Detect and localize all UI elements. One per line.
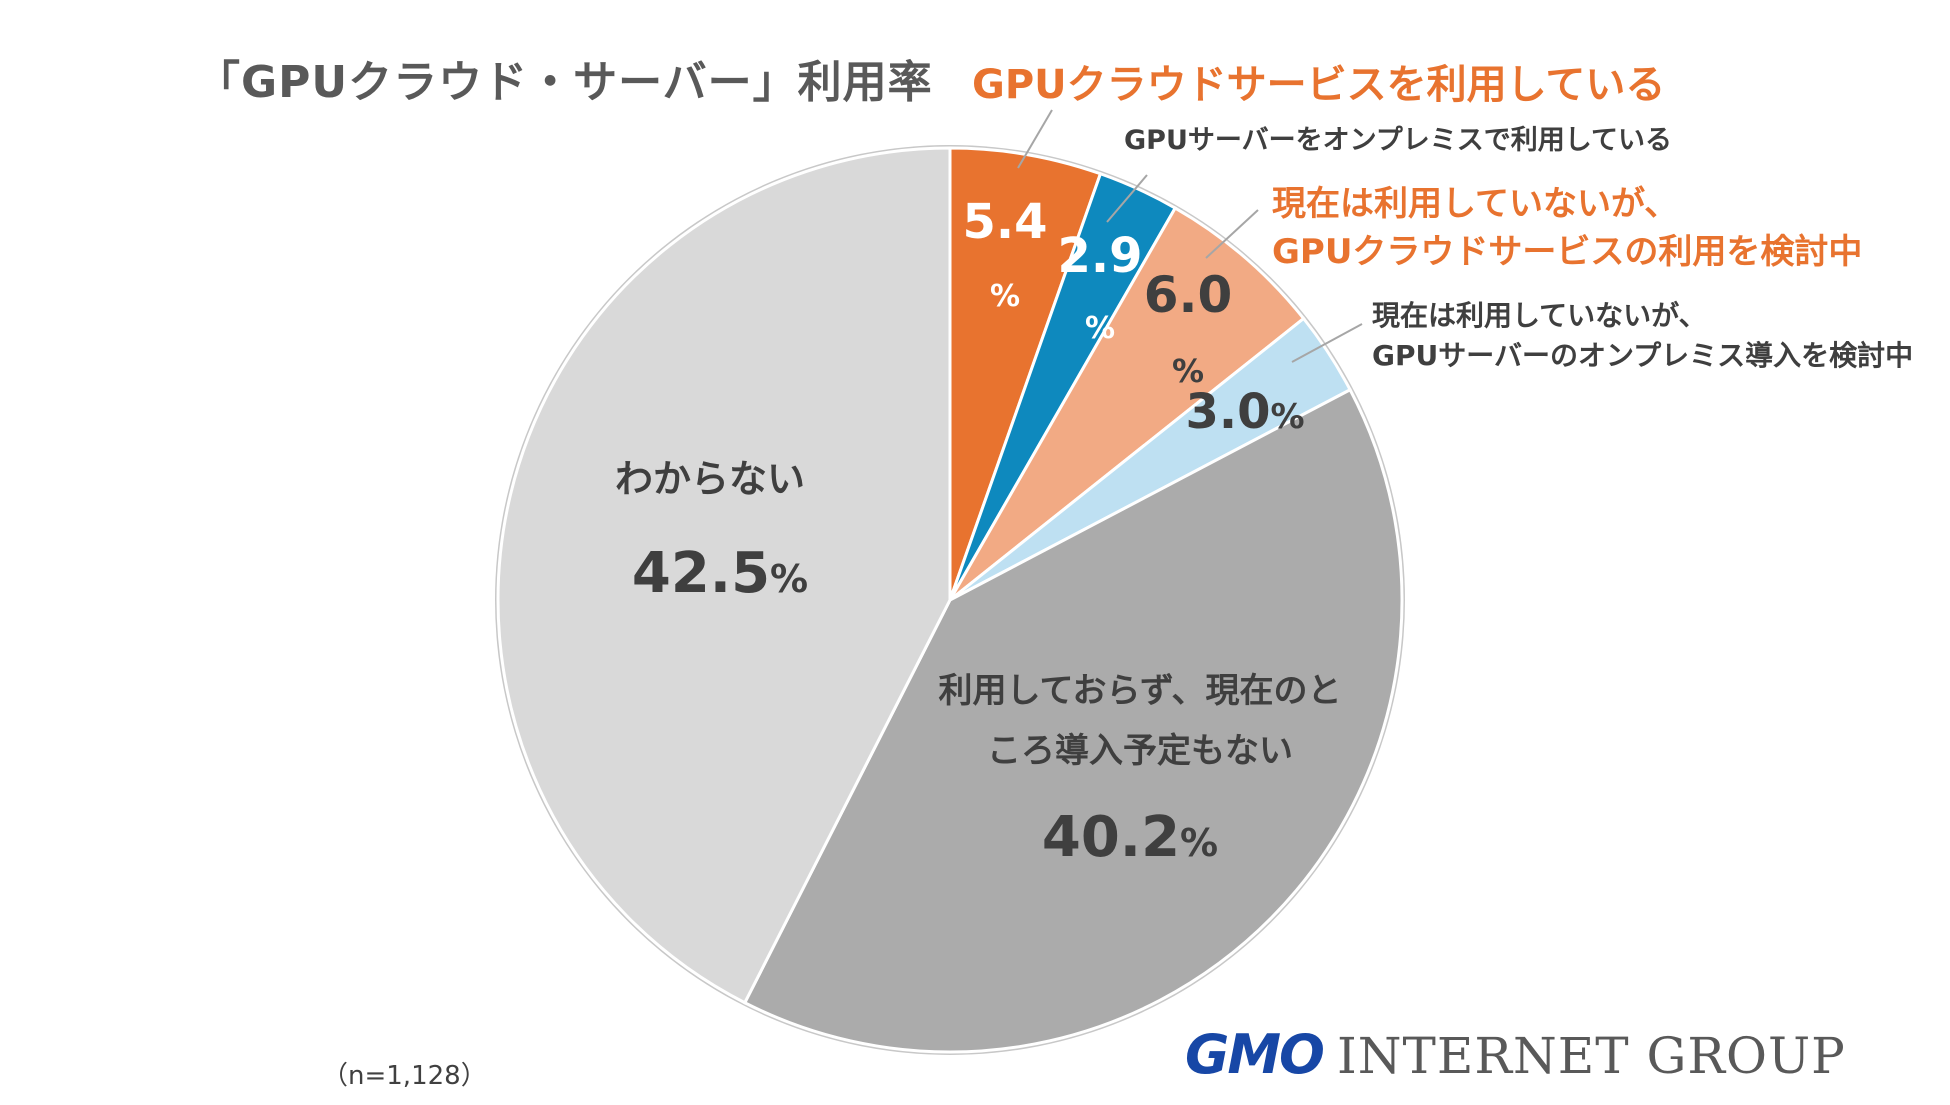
value-unit-cloud-using: % bbox=[990, 279, 1020, 314]
value-unit-onprem-using: % bbox=[1085, 311, 1115, 346]
value-label-onprem-considering: 3.0% bbox=[1185, 384, 1304, 440]
callout-line: 現在は利用していないが、 bbox=[1272, 184, 1679, 224]
logo-brand: GMO bbox=[1185, 1023, 1325, 1086]
value-label-unknown: 42.5% bbox=[632, 541, 808, 606]
value-label-cloud-considering: 6.0 bbox=[1144, 266, 1233, 324]
value-label-onprem-using: 2.9 bbox=[1057, 228, 1142, 284]
gmo-logo: GMO INTERNET GROUP bbox=[1185, 1023, 1846, 1086]
callout-label-onprem-using: GPUサーバーをオンプレミスで利用している bbox=[1124, 125, 1672, 156]
sample-size-note: （n=1,128） bbox=[322, 1061, 487, 1091]
value-label-no-plan: 40.2% bbox=[1042, 805, 1218, 870]
pie-slice-unknown bbox=[496, 146, 952, 1005]
leader-line-cloud-considering bbox=[1205, 209, 1259, 259]
value-label-cloud-using: 5.4 bbox=[962, 194, 1047, 250]
callout-line: GPUクラウドサービスの利用を検討中 bbox=[1272, 232, 1863, 272]
callout-label-cloud-considering: 現在は利用していないが、 GPUクラウドサービスの利用を検討中 bbox=[1272, 180, 1862, 276]
pie-slice-cloud-considering bbox=[948, 206, 1306, 602]
chart-title: 「GPUクラウド・サーバー」利用率 bbox=[196, 57, 933, 108]
callout-label-cloud-using: GPUクラウドサービスを利用している bbox=[972, 62, 1666, 108]
logo-suffix: INTERNET GROUP bbox=[1336, 1027, 1846, 1085]
category-label: わからない bbox=[615, 457, 805, 501]
callout-line: 現在は利用していないが、 bbox=[1372, 299, 1707, 332]
leader-line-onprem-considering bbox=[1291, 323, 1363, 363]
category-label: ころ導入予定もない bbox=[987, 731, 1293, 771]
value-unit-cloud-considering: % bbox=[1172, 352, 1204, 390]
callout-label-onprem-considering: 現在は利用していないが、 GPUサーバーのオンプレミス導入を検討中 bbox=[1372, 296, 1913, 376]
category-label: 利用しておらず、現在のと bbox=[939, 671, 1342, 711]
callout-line: GPUサーバーのオンプレミス導入を検討中 bbox=[1372, 339, 1914, 372]
pie-slice-no-plan bbox=[742, 387, 1404, 1054]
leader-line-onprem-using bbox=[1106, 174, 1148, 223]
leader-line-cloud-using bbox=[1017, 109, 1053, 169]
